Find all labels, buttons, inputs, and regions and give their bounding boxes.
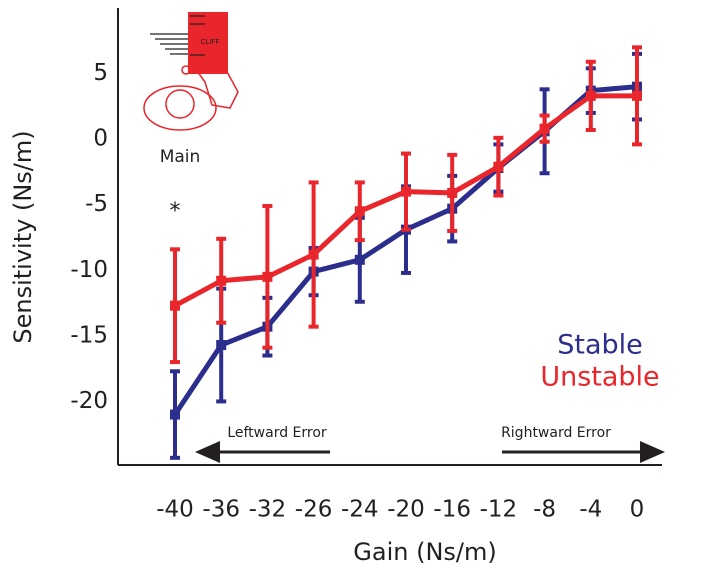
legend-entry: Stable [557,330,643,361]
force-lines [150,15,205,56]
x-tick-label: 0 [630,497,645,523]
point-marker [401,186,411,197]
inset-caption: Main [160,147,201,167]
y-tick-label: -15 [70,322,108,348]
point-marker [216,340,227,351]
arrows [195,441,665,463]
x-tick-label: -32 [249,497,287,523]
point-marker [170,300,180,311]
point-marker [216,275,227,286]
y-axis-title: Sensitivity (Ns/m) [9,130,37,343]
point-marker [354,206,365,217]
y-tick-label: 0 [93,126,108,152]
point-marker [262,271,273,282]
point-marker [170,409,180,420]
point-marker [354,254,365,265]
point-marker [493,161,504,172]
x-tick-label: -12 [480,497,518,523]
right-arrowhead [640,441,665,463]
x-tick-label: -26 [295,497,333,523]
y-tick-label: 5 [93,60,108,86]
point-marker [632,90,642,101]
x-tick-label: -40 [156,497,194,523]
inset-icon: CLIFF Main [143,12,239,167]
x-tick-label: -20 [387,497,425,523]
point-marker [539,123,550,134]
legend-entry: Unstable [540,362,659,393]
x-tick-label: -8 [533,497,556,523]
significance-mark: * [170,199,181,224]
x-axis-title: Gain (Ns/m) [353,538,496,566]
left-arrowhead [195,441,220,463]
x-tick-label: -4 [579,497,602,523]
y-tick-label: -5 [85,191,108,217]
axes [117,8,662,466]
y-tick-label: -10 [70,257,108,283]
point-marker [308,249,319,260]
right-arrow-label: Rightward Error [501,425,611,441]
x-tick-label: -16 [433,497,471,523]
x-tick-label: -24 [341,497,379,523]
y-tick-label: -20 [70,388,108,414]
left-arrow-label: Leftward Error [227,425,327,441]
point-marker [447,187,458,198]
person [143,63,239,131]
inset-label: CLIFF [201,38,220,46]
x-tick-label: -36 [202,497,240,523]
point-marker [585,90,596,101]
